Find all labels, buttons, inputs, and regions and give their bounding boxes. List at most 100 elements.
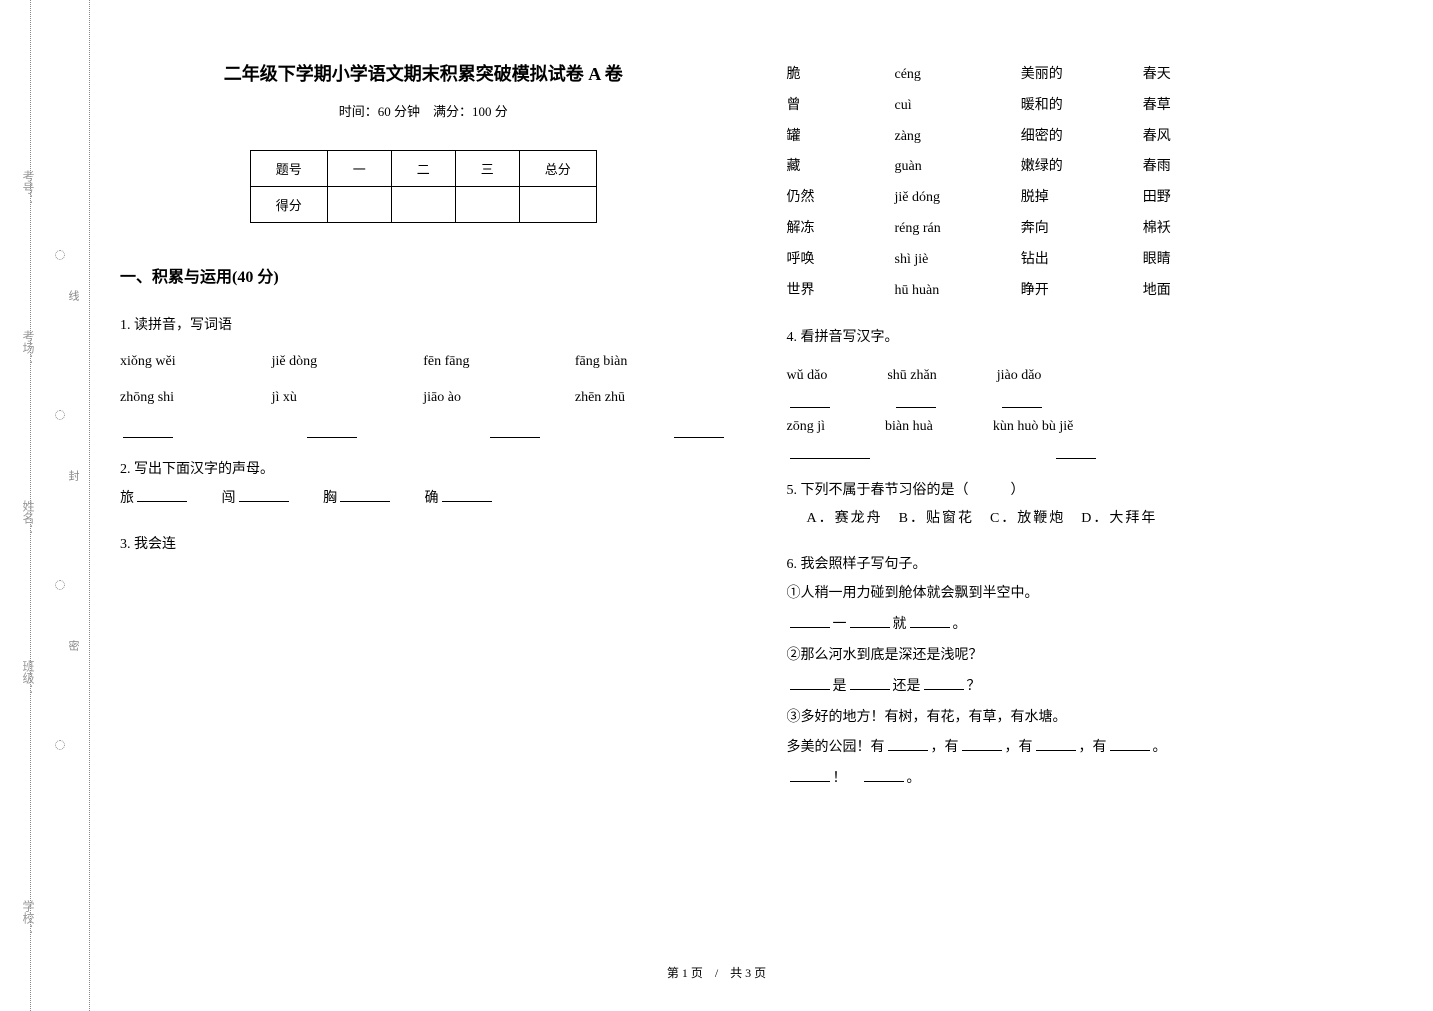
answer-blank [962,733,1002,751]
answer-blank [790,390,830,408]
question-options: A．赛龙舟 B．贴窗花 C．放鞭炮 D．大拜年 [807,505,1394,533]
score-cell [455,187,519,223]
template-text: ，有 [1079,740,1107,755]
question-3: 3. 我会连 [120,531,727,559]
char-item: 胸 [323,491,337,506]
binding-label-xingming: 姓名： [20,500,37,536]
match-item: 细密的 [1021,122,1063,153]
match-item: 春雨 [1143,152,1171,183]
question-6: 6. 我会照样子写句子。 ①人稍一用力碰到舱体就会飘到半空中。 一就。 ②那么河… [787,551,1394,795]
question-1: 1. 读拼音，写词语 xiǒng wěi jiě dòng fēn fāng f… [120,312,727,438]
match-col-4: 春天 春草 春风 春雨 田野 棉袄 眼睛 地面 [1143,60,1171,306]
answer-blank [850,610,890,628]
pinyin-item: jiě dòng [272,348,424,376]
match-item: 藏 [787,152,815,183]
pinyin-item: jiāo ào [423,384,575,412]
match-item: hū huàn [895,276,941,307]
match-item: shì jiè [895,245,941,276]
pinyin-item: zōng jì [787,413,826,441]
match-item: zàng [895,122,941,153]
answer-blank [239,484,289,502]
char-item: 旅 [120,491,134,506]
answer-blank [850,672,890,690]
right-column: 脆 曾 罐 藏 仍然 解冻 呼唤 世界 céng cuì zàng guàn j… [787,60,1394,813]
match-item: 睁开 [1021,276,1063,307]
answer-blank [790,610,830,628]
question-label: 3. 我会连 [120,531,727,559]
char-item: 闯 [222,491,236,506]
score-header: 一 [327,151,391,187]
pinyin-item: fāng biàn [575,348,727,376]
score-header: 三 [455,151,519,187]
exam-time-score: 时间：60 分钟 满分：100 分 [120,101,727,120]
answer-blank [137,484,187,502]
binding-label-xuexiao: 学校： [20,900,37,936]
pinyin-item: kùn huò bù jiě [993,413,1074,441]
answer-blank [674,420,724,438]
match-item: 仍然 [787,183,815,214]
template-text: 多美的公园！有 [787,740,885,755]
binding-label-kaochang: 考场： [20,330,37,366]
match-item: céng [895,60,941,91]
answer-blank [1002,390,1042,408]
template-text: 就 [893,617,907,632]
template-text: 是 [833,679,847,694]
match-item: 奔向 [1021,214,1063,245]
pinyin-item: shū zhǎn [887,362,936,390]
pinyin-item: zhēn zhū [575,384,727,412]
question-label: 1. 读拼音，写词语 [120,312,727,340]
example-sentence: ③多好的地方！有树，有花，有草，有水塘。 [787,703,1394,734]
answer-blank [790,764,830,782]
answer-blank [888,733,928,751]
match-col-3: 美丽的 暖和的 细密的 嫩绿的 脱掉 奔向 钻出 睁开 [1021,60,1063,306]
score-cell [519,187,596,223]
match-item: 眼睛 [1143,245,1171,276]
example-sentence: ①人稍一用力碰到舱体就会飘到半空中。 [787,579,1394,610]
match-item: réng rán [895,214,941,245]
match-item: 嫩绿的 [1021,152,1063,183]
answer-blank [1036,733,1076,751]
template-text: 。 [1153,740,1167,755]
score-cell [391,187,455,223]
match-item: 棉袄 [1143,214,1171,245]
answer-blank [896,390,936,408]
binding-circle [55,410,65,420]
answer-blank [910,610,950,628]
template-text: ，有 [1005,740,1033,755]
score-cell [327,187,391,223]
match-col-2: céng cuì zàng guàn jiě dóng réng rán shì… [895,60,941,306]
match-item: 呼唤 [787,245,815,276]
page-content: 二年级下学期小学语文期末积累突破模拟试卷 A 卷 时间：60 分钟 满分：100… [120,60,1393,813]
pinyin-item: wǔ dǎo [787,362,828,390]
binding-vtext-2: 封 [65,470,81,481]
score-header: 题号 [250,151,327,187]
question-2: 2. 写出下面汉字的声母。 旅 闯 胸 确 [120,456,727,513]
match-item: cuì [895,91,941,122]
match-item: 钻出 [1021,245,1063,276]
template-text: 。 [907,771,921,786]
match-table: 脆 曾 罐 藏 仍然 解冻 呼唤 世界 céng cuì zàng guàn j… [787,60,1394,306]
template-text: 一 [833,617,847,632]
question-label: 4. 看拼音写汉字。 [787,324,1394,352]
answer-blank [1110,733,1150,751]
binding-circle [55,740,65,750]
answer-blank [123,420,173,438]
pinyin-item: zhōng shi [120,384,272,412]
match-item: jiě dóng [895,183,941,214]
match-item: 脱掉 [1021,183,1063,214]
match-item: 世界 [787,276,815,307]
pinyin-item: biàn huà [885,413,933,441]
score-table: 题号 一 二 三 总分 得分 [250,150,597,223]
match-item: 罐 [787,122,815,153]
example-sentence: ②那么河水到底是深还是浅呢？ [787,641,1394,672]
template-text: ，有 [931,740,959,755]
answer-blank [924,672,964,690]
match-item: 暖和的 [1021,91,1063,122]
pinyin-item: jiào dǎo [997,362,1042,390]
binding-label-banji: 班级： [20,660,37,696]
pinyin-item: jì xù [272,384,424,412]
template-text: 还是 [893,679,921,694]
match-item: 地面 [1143,276,1171,307]
match-item: 春天 [1143,60,1171,91]
score-header: 总分 [519,151,596,187]
